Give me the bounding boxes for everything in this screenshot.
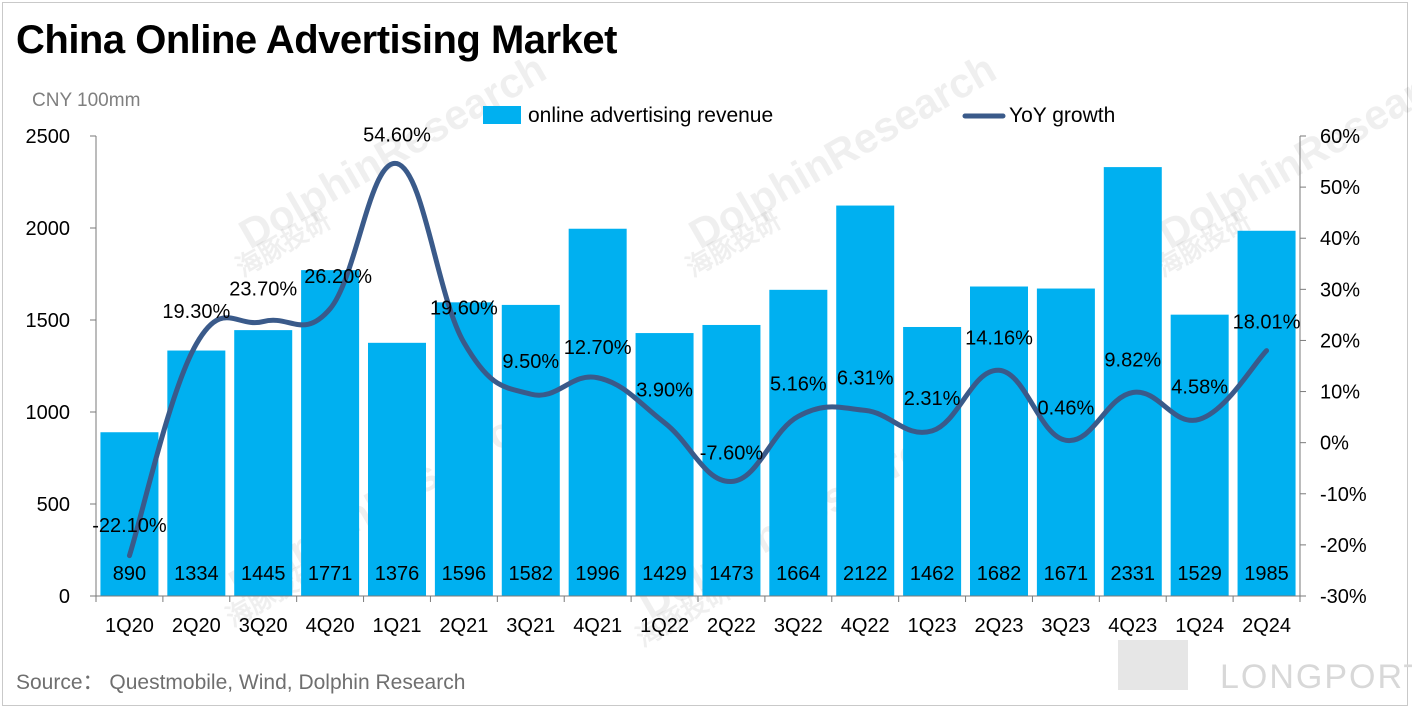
bar-4Q23 <box>1103 167 1162 596</box>
bar-1Q21 <box>368 342 426 596</box>
bar-1Q22 <box>635 333 694 596</box>
left-tick-label: 1000 <box>26 402 71 424</box>
bar-value-label: 1996 <box>575 563 620 585</box>
bar-value-label: 1682 <box>977 563 1022 585</box>
source-note: Source： Questmobile, Wind, Dolphin Resea… <box>16 671 466 694</box>
left-axis-unit-label: CNY 100mm <box>32 90 141 111</box>
bar-value-label: 1596 <box>442 563 487 585</box>
x-tick-label: 1Q22 <box>640 615 689 637</box>
line-value-label: 19.30% <box>162 301 230 323</box>
bar-value-label: 1664 <box>776 563 821 585</box>
x-tick-label: 4Q20 <box>306 615 355 637</box>
bar-value-label: 1771 <box>308 563 353 585</box>
line-value-label: 0.46% <box>1038 397 1095 419</box>
x-tick-label: 3Q23 <box>1041 615 1090 637</box>
right-tick-label: 50% <box>1320 177 1360 199</box>
bar-value-label: 2122 <box>843 563 888 585</box>
x-tick-label: 2Q23 <box>975 615 1024 637</box>
x-tick-label: 2Q20 <box>172 615 221 637</box>
line-value-label: -7.60% <box>700 443 764 465</box>
right-tick-label: 0% <box>1320 433 1349 455</box>
watermark-brand: DolphinResearch <box>231 44 554 257</box>
bar-value-label: 1473 <box>709 563 754 585</box>
x-tick-label: 4Q21 <box>573 615 622 637</box>
line-value-label: 6.31% <box>837 367 894 389</box>
x-tick-label: 1Q21 <box>373 615 422 637</box>
bar-1Q23 <box>903 326 962 596</box>
legend-swatch-revenue <box>483 106 521 124</box>
x-tick-label: 3Q20 <box>239 615 288 637</box>
bar-value-label: 1985 <box>1244 563 1289 585</box>
bar-2Q22 <box>702 324 761 596</box>
bar-value-label: 1529 <box>1177 563 1222 585</box>
bar-2Q24 <box>1237 230 1296 596</box>
x-tick-label: 3Q21 <box>506 615 555 637</box>
line-value-label: 9.82% <box>1104 349 1161 371</box>
bar-4Q20 <box>301 270 360 596</box>
bar-value-label: 1334 <box>174 563 219 585</box>
line-value-label: 2.31% <box>904 388 961 410</box>
bar-value-label: 1582 <box>509 563 554 585</box>
bar-value-label: 1445 <box>241 563 286 585</box>
bar-value-label: 1429 <box>642 563 687 585</box>
line-value-label: 23.70% <box>229 279 297 301</box>
x-tick-label: 3Q22 <box>774 615 823 637</box>
bar-4Q21 <box>568 228 627 596</box>
bar-1Q24 <box>1170 314 1229 596</box>
bar-value-label: 890 <box>113 563 146 585</box>
bar-3Q22 <box>769 289 828 596</box>
line-value-label: 14.16% <box>965 327 1033 349</box>
line-value-label: 19.60% <box>430 297 498 319</box>
bar-2Q21 <box>434 302 493 596</box>
right-tick-label: -30% <box>1320 586 1367 608</box>
chart-title: China Online Advertising Market <box>16 18 617 62</box>
left-tick-label: 1500 <box>26 310 71 332</box>
bar-value-label: 1376 <box>375 563 420 585</box>
x-tick-label: 1Q23 <box>908 615 957 637</box>
bar-1Q20 <box>100 432 159 596</box>
x-tick-label: 1Q24 <box>1175 615 1224 637</box>
watermark-logo-mark <box>1118 640 1188 690</box>
line-value-label: 12.70% <box>564 337 632 359</box>
bar-value-label: 1671 <box>1044 563 1089 585</box>
left-tick-label: 0 <box>59 586 70 608</box>
x-tick-label: 2Q24 <box>1242 615 1291 637</box>
line-value-label: 54.60% <box>363 125 431 147</box>
legend-label-yoy: YoY growth <box>1009 104 1115 127</box>
right-tick-label: -10% <box>1320 484 1367 506</box>
left-tick-label: 2000 <box>26 218 71 240</box>
right-tick-label: 30% <box>1320 279 1360 301</box>
left-tick-label: 500 <box>37 494 70 516</box>
watermark-brand: DolphinResearch <box>1151 44 1412 257</box>
line-value-label: 9.50% <box>502 351 559 373</box>
right-tick-label: 20% <box>1320 330 1360 352</box>
x-tick-label: 2Q21 <box>439 615 488 637</box>
bar-3Q21 <box>501 304 560 596</box>
line-value-label: 4.58% <box>1171 376 1228 398</box>
right-tick-label: 60% <box>1320 126 1360 148</box>
bar-value-label: 2331 <box>1111 563 1156 585</box>
bar-4Q22 <box>836 205 895 596</box>
bar-value-label: 1462 <box>910 563 955 585</box>
x-tick-label: 4Q22 <box>841 615 890 637</box>
line-value-label: 18.01% <box>1233 312 1301 334</box>
right-tick-label: -20% <box>1320 535 1367 557</box>
line-value-label: 5.16% <box>770 373 827 395</box>
right-tick-label: 10% <box>1320 382 1360 404</box>
x-tick-label: 4Q23 <box>1108 615 1157 637</box>
legend-label-revenue: online advertising revenue <box>528 104 773 127</box>
watermark-logo: LONGPORT <box>1220 658 1412 696</box>
line-value-label: -22.10% <box>92 515 167 537</box>
left-tick-label: 2500 <box>26 126 71 148</box>
right-tick-label: 40% <box>1320 228 1360 250</box>
bar-3Q20 <box>234 330 293 596</box>
bar-2Q23 <box>970 286 1028 596</box>
yoy-growth-line <box>126 161 1270 559</box>
x-tick-label: 2Q22 <box>707 615 756 637</box>
x-tick-label: 1Q20 <box>105 615 154 637</box>
line-value-label: 3.90% <box>636 380 693 402</box>
line-value-label: 26.20% <box>304 266 372 288</box>
